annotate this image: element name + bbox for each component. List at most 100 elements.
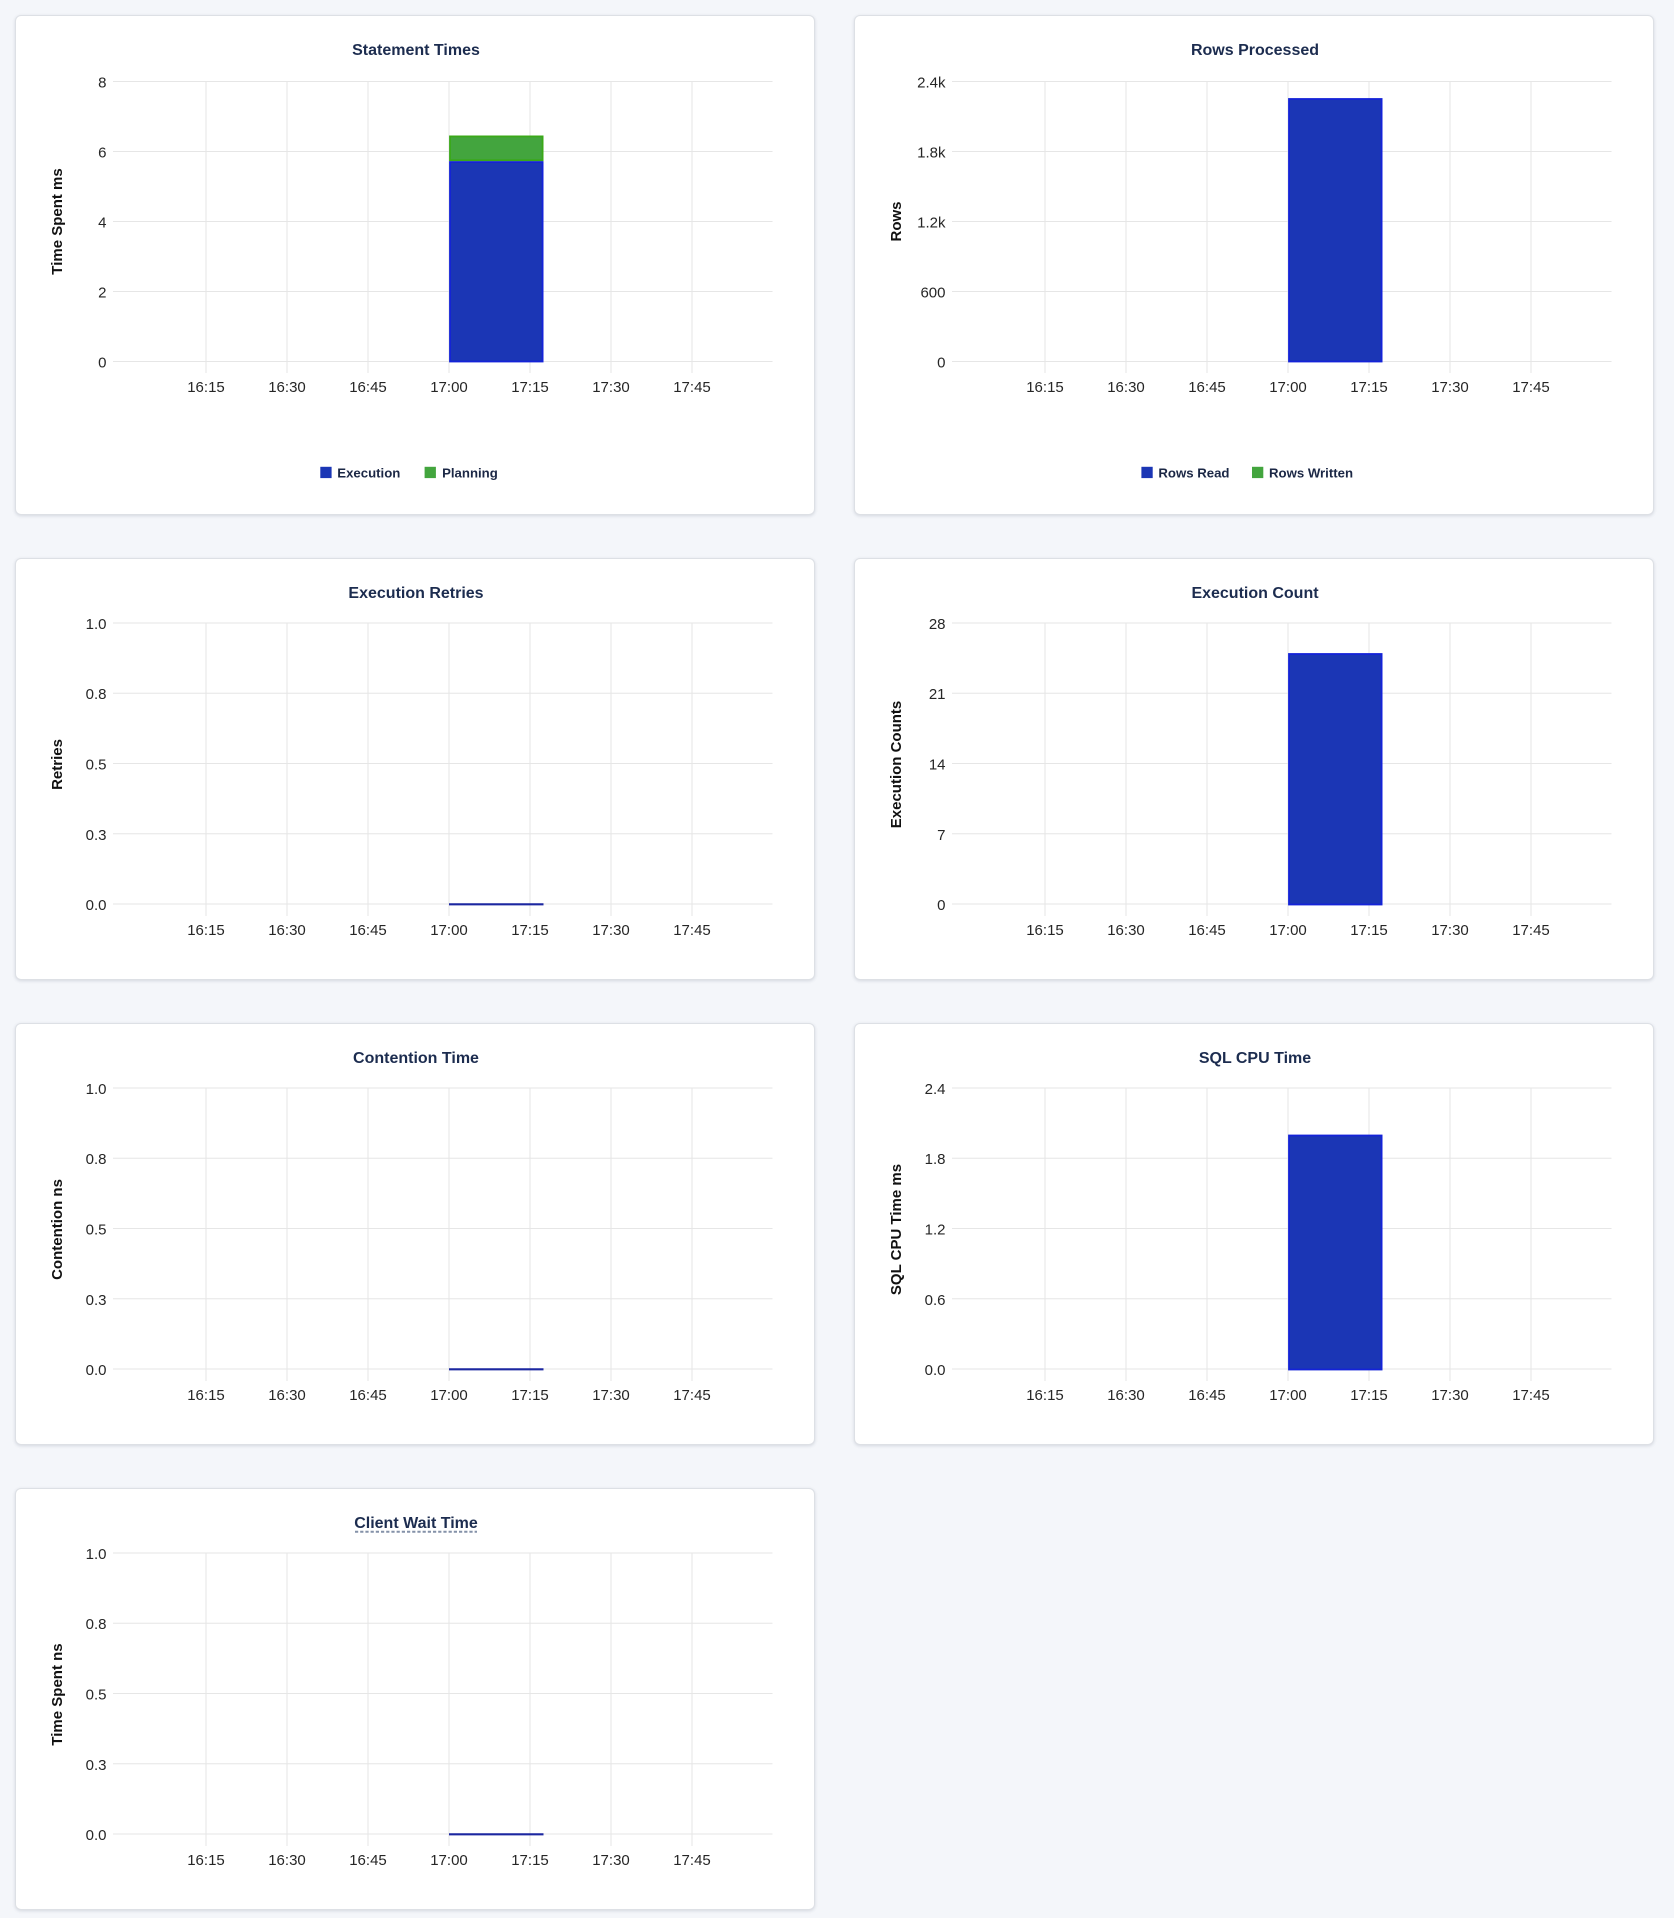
svg-text:16:30: 16:30	[1107, 922, 1145, 939]
svg-text:Time Spent ns: Time Spent ns	[49, 1643, 66, 1745]
svg-text:17:00: 17:00	[430, 379, 468, 396]
svg-text:0: 0	[98, 355, 106, 372]
svg-text:Contention ns: Contention ns	[49, 1179, 66, 1280]
svg-text:16:30: 16:30	[268, 1387, 306, 1404]
svg-text:0: 0	[937, 355, 945, 372]
svg-text:17:30: 17:30	[592, 379, 630, 396]
svg-text:17:00: 17:00	[1269, 922, 1307, 939]
svg-text:17:00: 17:00	[430, 1387, 468, 1404]
svg-text:Rows Processed: Rows Processed	[1191, 42, 1319, 59]
svg-text:17:45: 17:45	[673, 379, 711, 396]
svg-text:Retries: Retries	[49, 739, 66, 790]
svg-text:17:30: 17:30	[1431, 379, 1469, 396]
svg-text:16:45: 16:45	[349, 1852, 387, 1869]
svg-text:17:30: 17:30	[592, 1852, 630, 1869]
svg-text:17:00: 17:00	[430, 922, 468, 939]
svg-text:17:00: 17:00	[1269, 379, 1307, 396]
svg-text:2: 2	[98, 285, 106, 302]
svg-text:0.8: 0.8	[86, 1151, 107, 1168]
svg-text:0.0: 0.0	[86, 1827, 107, 1844]
svg-text:28: 28	[929, 616, 946, 633]
svg-text:17:30: 17:30	[1431, 1387, 1469, 1404]
svg-text:17:45: 17:45	[1512, 1387, 1550, 1404]
svg-text:16:15: 16:15	[187, 1387, 225, 1404]
svg-text:17:15: 17:15	[511, 379, 549, 396]
svg-text:Time Spent ms: Time Spent ms	[49, 168, 66, 274]
svg-text:16:30: 16:30	[1107, 379, 1145, 396]
svg-text:17:30: 17:30	[592, 922, 630, 939]
svg-text:1.0: 1.0	[86, 1081, 107, 1098]
svg-text:17:45: 17:45	[673, 922, 711, 939]
svg-text:0.0: 0.0	[86, 897, 107, 914]
svg-text:Client Wait Time: Client Wait Time	[354, 1515, 478, 1532]
svg-text:17:15: 17:15	[1350, 379, 1388, 396]
svg-text:2.4k: 2.4k	[917, 75, 946, 92]
svg-text:16:45: 16:45	[1188, 922, 1226, 939]
svg-text:1.2: 1.2	[925, 1222, 946, 1239]
svg-text:0.0: 0.0	[925, 1362, 946, 1379]
svg-text:17:15: 17:15	[511, 922, 549, 939]
svg-text:16:15: 16:15	[187, 922, 225, 939]
svg-text:17:00: 17:00	[1269, 1387, 1307, 1404]
svg-text:16:15: 16:15	[1026, 922, 1064, 939]
svg-text:17:15: 17:15	[1350, 922, 1388, 939]
svg-text:0.5: 0.5	[86, 1687, 107, 1704]
svg-text:14: 14	[929, 757, 946, 774]
svg-text:Execution Count: Execution Count	[1191, 585, 1319, 602]
svg-text:6: 6	[98, 145, 106, 162]
svg-text:Execution: Execution	[337, 465, 400, 480]
svg-text:4: 4	[98, 215, 106, 232]
svg-text:16:30: 16:30	[1107, 1387, 1145, 1404]
svg-text:17:45: 17:45	[673, 1852, 711, 1869]
svg-text:16:30: 16:30	[268, 379, 306, 396]
svg-text:16:15: 16:15	[187, 379, 225, 396]
svg-text:1.0: 1.0	[86, 1546, 107, 1563]
svg-text:16:45: 16:45	[349, 1387, 387, 1404]
svg-text:17:45: 17:45	[1512, 379, 1550, 396]
svg-text:0.0: 0.0	[86, 1362, 107, 1379]
svg-text:SQL CPU Time: SQL CPU Time	[1199, 1050, 1311, 1067]
svg-text:21: 21	[929, 686, 946, 703]
svg-text:Statement Times: Statement Times	[352, 42, 480, 59]
svg-text:17:45: 17:45	[1512, 922, 1550, 939]
svg-text:0.6: 0.6	[925, 1292, 946, 1309]
svg-text:17:00: 17:00	[430, 1852, 468, 1869]
svg-text:Rows: Rows	[888, 201, 905, 241]
svg-text:7: 7	[937, 827, 945, 844]
svg-text:0.8: 0.8	[86, 1616, 107, 1633]
svg-text:17:15: 17:15	[1350, 1387, 1388, 1404]
svg-text:0: 0	[937, 897, 945, 914]
svg-text:Rows Read: Rows Read	[1158, 465, 1229, 480]
svg-text:17:45: 17:45	[673, 1387, 711, 1404]
svg-text:16:45: 16:45	[349, 922, 387, 939]
svg-text:17:30: 17:30	[1431, 922, 1469, 939]
svg-text:1.0: 1.0	[86, 616, 107, 633]
svg-text:Planning: Planning	[442, 465, 498, 480]
svg-text:0.5: 0.5	[86, 1222, 107, 1239]
svg-text:16:45: 16:45	[1188, 1387, 1226, 1404]
svg-text:2.4: 2.4	[925, 1081, 946, 1098]
svg-text:0.5: 0.5	[86, 757, 107, 774]
svg-text:1.8k: 1.8k	[917, 145, 946, 162]
svg-text:16:30: 16:30	[268, 1852, 306, 1869]
svg-text:Rows Written: Rows Written	[1269, 465, 1353, 480]
svg-text:0.8: 0.8	[86, 686, 107, 703]
svg-text:1.2k: 1.2k	[917, 215, 946, 232]
svg-text:Contention Time: Contention Time	[353, 1050, 479, 1067]
svg-text:17:15: 17:15	[511, 1387, 549, 1404]
svg-text:16:15: 16:15	[1026, 1387, 1064, 1404]
svg-text:1.8: 1.8	[925, 1151, 946, 1168]
svg-text:Execution Counts: Execution Counts	[888, 701, 905, 829]
svg-text:0.3: 0.3	[86, 1292, 107, 1309]
svg-text:Execution Retries: Execution Retries	[348, 585, 483, 602]
svg-text:16:15: 16:15	[187, 1852, 225, 1869]
svg-text:0.3: 0.3	[86, 827, 107, 844]
svg-text:16:15: 16:15	[1026, 379, 1064, 396]
svg-text:600: 600	[920, 285, 945, 302]
svg-text:8: 8	[98, 75, 106, 92]
svg-text:16:30: 16:30	[268, 922, 306, 939]
svg-text:16:45: 16:45	[349, 379, 387, 396]
svg-text:17:15: 17:15	[511, 1852, 549, 1869]
svg-text:0.3: 0.3	[86, 1757, 107, 1774]
svg-text:17:30: 17:30	[592, 1387, 630, 1404]
